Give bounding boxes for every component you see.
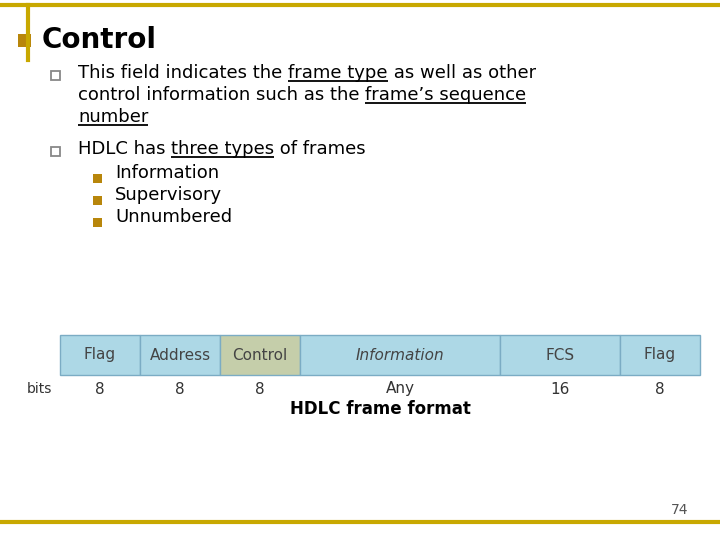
- Bar: [60, 335, 140, 375]
- Text: 74: 74: [671, 503, 689, 517]
- Text: Control: Control: [42, 26, 157, 54]
- Bar: [93, 218, 102, 227]
- Text: control information such as the: control information such as the: [78, 86, 365, 104]
- Text: 16: 16: [550, 381, 570, 396]
- Text: Flag: Flag: [84, 348, 116, 362]
- Text: Address: Address: [150, 348, 210, 362]
- Bar: [93, 174, 102, 183]
- Text: Supervisory: Supervisory: [115, 186, 222, 204]
- Text: bits: bits: [27, 382, 52, 396]
- Bar: [18, 34, 31, 47]
- Text: of frames: of frames: [274, 140, 366, 158]
- Text: 8: 8: [95, 381, 105, 396]
- Bar: [50, 71, 60, 79]
- Text: frame type: frame type: [288, 64, 387, 82]
- Text: Information: Information: [115, 164, 219, 182]
- Text: 8: 8: [655, 381, 665, 396]
- Bar: [620, 335, 700, 375]
- Text: Control: Control: [233, 348, 287, 362]
- Text: FCS: FCS: [546, 348, 575, 362]
- Text: as well as other: as well as other: [387, 64, 536, 82]
- Text: HDLC frame format: HDLC frame format: [289, 400, 470, 418]
- Bar: [220, 335, 300, 375]
- Bar: [500, 335, 620, 375]
- Text: 8: 8: [255, 381, 265, 396]
- Text: This field indicates the: This field indicates the: [78, 64, 288, 82]
- Bar: [93, 196, 102, 205]
- Text: 8: 8: [175, 381, 185, 396]
- Text: Any: Any: [385, 381, 415, 396]
- Bar: [50, 146, 60, 156]
- Text: Flag: Flag: [644, 348, 676, 362]
- Text: number: number: [78, 108, 148, 126]
- Text: Information: Information: [356, 348, 444, 362]
- Text: frame’s sequence: frame’s sequence: [365, 86, 526, 104]
- Text: HDLC has: HDLC has: [78, 140, 171, 158]
- Bar: [300, 335, 500, 375]
- Bar: [140, 335, 220, 375]
- Text: three types: three types: [171, 140, 274, 158]
- Text: Unnumbered: Unnumbered: [115, 208, 232, 226]
